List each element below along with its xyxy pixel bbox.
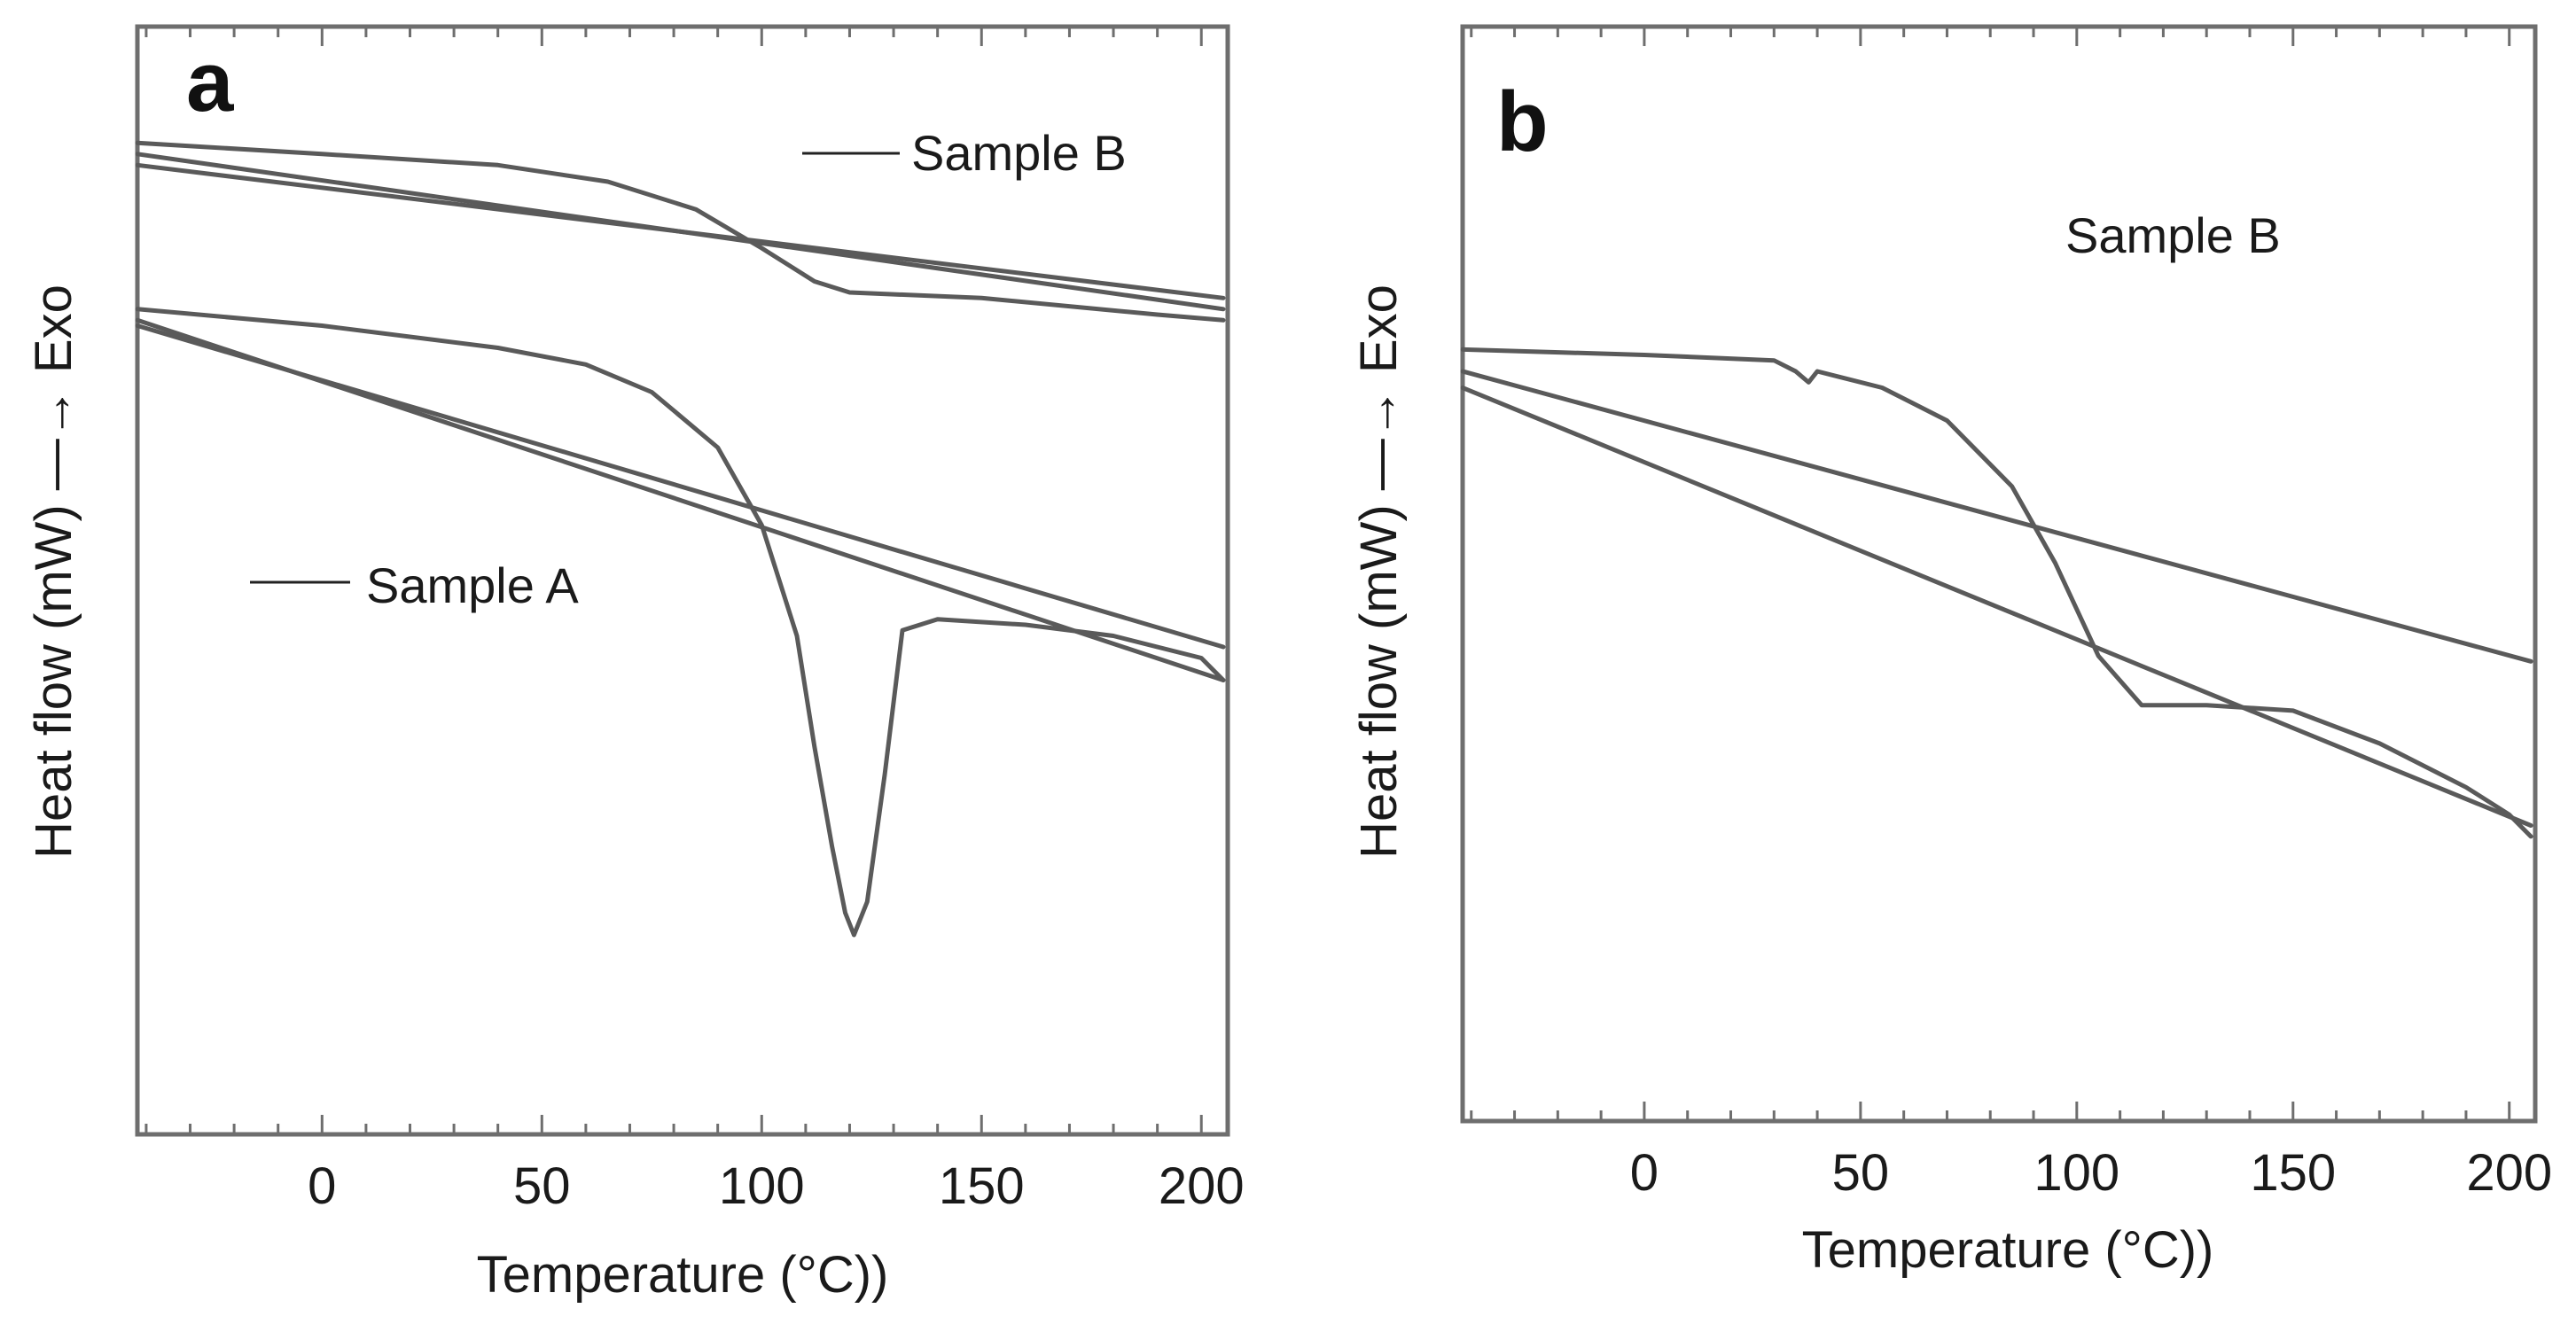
series-line-sample-b-cooling-1 bbox=[1460, 369, 2533, 664]
panel-b-curves bbox=[1460, 347, 2533, 839]
x-tick-label: 200 bbox=[1159, 1157, 1245, 1215]
x-tick-label: 50 bbox=[513, 1157, 571, 1215]
x-tick-label: 150 bbox=[939, 1157, 1025, 1215]
panel-b-y-axis-label: Heat flow (mW) —→ Exo bbox=[1350, 284, 1408, 859]
panel-a-tick-labels: 0 50 100 150 200 bbox=[308, 1157, 1244, 1215]
panel-b: 0 50 100 150 200 b Sample B Temperature (°C)… bbox=[1350, 24, 2552, 1279]
panel-a-curves bbox=[135, 140, 1226, 938]
series-line-sample-b-heating bbox=[135, 140, 1226, 323]
panel-b-tick-labels: 0 50 100 150 200 bbox=[1630, 1144, 2552, 1202]
panel-b-letter: b bbox=[1496, 74, 1549, 169]
x-tick-label: 200 bbox=[2466, 1144, 2552, 1202]
x-tick-label: 100 bbox=[719, 1157, 805, 1215]
panel-b-plot-frame bbox=[1460, 24, 2538, 1124]
series-line-sample-b-cooling-2 bbox=[1460, 386, 2533, 828]
series-line-sample-a-heating bbox=[135, 307, 1226, 938]
panel-a: 0 50 100 150 200 a Sample B Sample A Tempera… bbox=[25, 24, 1245, 1304]
series-line-sample-b-cooling-2 bbox=[135, 162, 1226, 300]
x-tick-label: 0 bbox=[308, 1157, 336, 1215]
x-tick-label: 100 bbox=[2033, 1144, 2119, 1202]
panel-a-ticks bbox=[144, 27, 1203, 1134]
panel-a-plot-frame bbox=[135, 24, 1230, 1137]
x-tick-label: 150 bbox=[2250, 1144, 2336, 1202]
panel-b-ticks bbox=[1470, 27, 2511, 1121]
panel-a-sample-a-label: Sample A bbox=[366, 557, 579, 613]
x-tick-label: 0 bbox=[1630, 1144, 1659, 1202]
panel-a-y-axis-label: Heat flow (mW) —→ Exo bbox=[25, 284, 82, 859]
panel-b-x-axis-label: Temperature (°C)) bbox=[1802, 1221, 2214, 1279]
series-line-sample-b-heating bbox=[1460, 347, 2533, 839]
panel-b-sample-b-label: Sample B bbox=[2065, 207, 2281, 263]
series-line-sample-a-cooling-2 bbox=[135, 317, 1226, 682]
panel-a-sample-b-label: Sample B bbox=[911, 125, 1127, 181]
panel-a-letter: a bbox=[186, 35, 234, 129]
panel-a-x-axis-label: Temperature (°C)) bbox=[477, 1246, 889, 1304]
x-tick-label: 50 bbox=[1832, 1144, 1890, 1202]
